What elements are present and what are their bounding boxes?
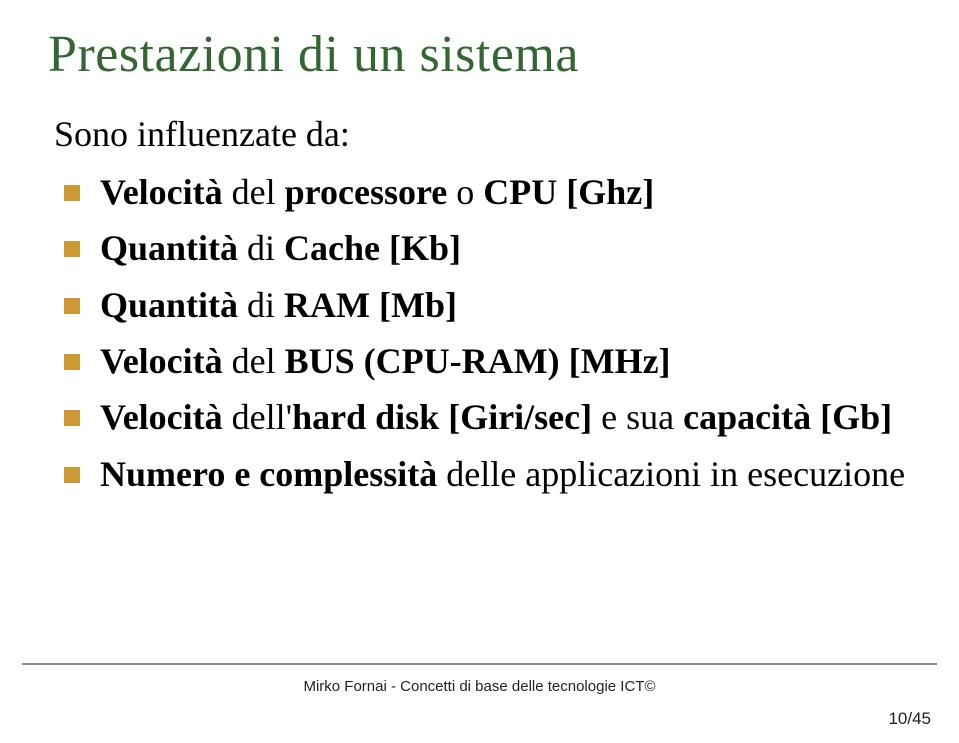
bullet-label: Quantità di Cache [Kb] [100,228,461,268]
bullet-item: Velocità del BUS (CPU-RAM) [MHz] [60,340,911,382]
bullet-marker-icon [64,467,80,483]
page-number: 10/45 [888,709,931,729]
bullet-list: Velocità del processore o CPU [Ghz] Quan… [60,171,911,496]
bullet-item: Velocità del processore o CPU [Ghz] [60,171,911,213]
divider [22,663,937,665]
bullet-marker-icon [64,241,80,257]
bullet-label: Numero e complessità delle applicazioni … [100,454,905,494]
bullet-item: Quantità di Cache [Kb] [60,227,911,269]
bullet-marker-icon [64,410,80,426]
slide-title: Prestazioni di un sistema [48,28,911,83]
bullet-label: Velocità dell'hard disk [Giri/sec] e sua… [100,397,892,437]
bullet-label: Quantità di RAM [Mb] [100,285,457,325]
bullet-marker-icon [64,298,80,314]
bullet-marker-icon [64,354,80,370]
bullet-label: Velocità del processore o CPU [Ghz] [100,172,654,212]
bullet-item: Quantità di RAM [Mb] [60,284,911,326]
slide: Prestazioni di un sistema Sono influenza… [0,0,959,743]
bullet-label: Velocità del BUS (CPU-RAM) [MHz] [100,341,671,381]
bullet-item: Velocità dell'hard disk [Giri/sec] e sua… [60,396,911,438]
bullet-item: Numero e complessità delle applicazioni … [60,453,911,495]
footer-text: Mirko Fornai - Concetti di base delle te… [0,678,959,695]
bullet-marker-icon [64,185,80,201]
lead-text: Sono influenzate da: [54,113,911,155]
